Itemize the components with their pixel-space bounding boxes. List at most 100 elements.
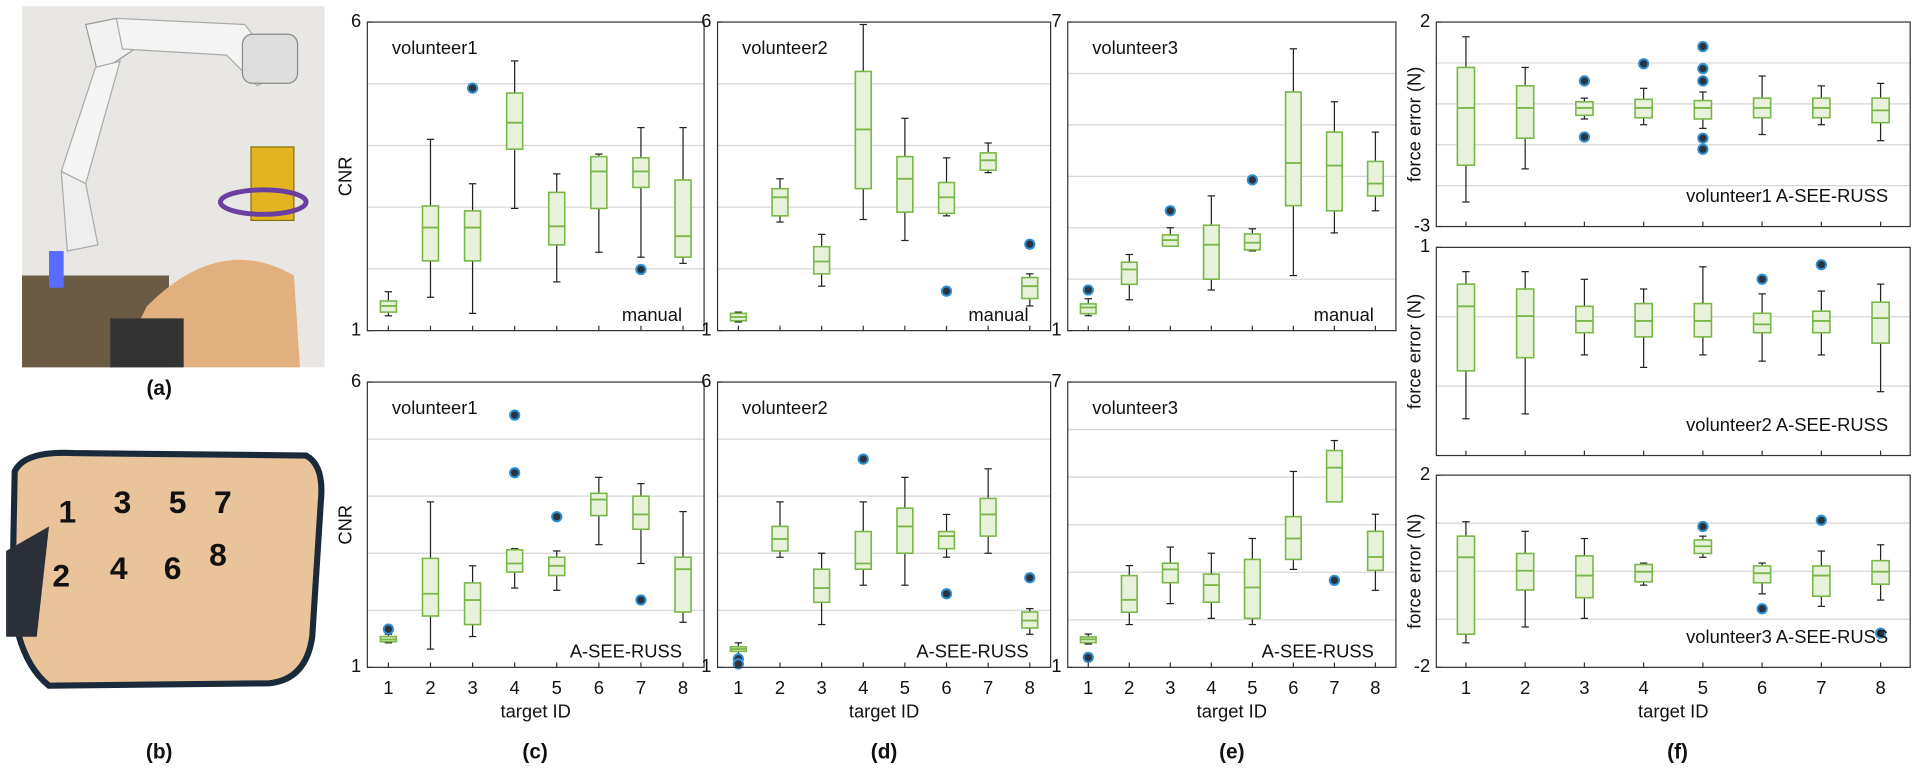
plot-frame <box>1067 21 1397 332</box>
y-tick-label: 1 <box>1051 318 1061 339</box>
outlier <box>551 511 563 523</box>
annotation: A-SEE-RUSS <box>570 641 682 662</box>
target-label: 1 <box>58 494 76 530</box>
panel-label: (d) <box>871 741 898 764</box>
outlier <box>1874 627 1887 639</box>
panel-label: (c) <box>522 741 547 764</box>
target-label: 2 <box>52 557 70 593</box>
target-label: 4 <box>110 550 128 586</box>
box <box>1456 283 1476 372</box>
x-tick-label: 2 <box>1520 677 1530 698</box>
plot-frame <box>716 381 1052 668</box>
box <box>421 557 440 617</box>
box <box>505 92 524 150</box>
x-tick-label: 6 <box>941 677 951 698</box>
box <box>1456 535 1476 635</box>
outlier <box>1328 574 1341 586</box>
outlier <box>1815 514 1827 526</box>
x-tick-label: 3 <box>1579 677 1589 698</box>
box <box>896 507 914 555</box>
box <box>1515 552 1535 591</box>
box <box>812 568 831 604</box>
chart-title: volunteer2 <box>742 397 828 418</box>
outlier <box>940 285 953 297</box>
x-tick-label: 3 <box>817 677 827 698</box>
box <box>1366 530 1384 572</box>
outlier <box>1024 238 1036 250</box>
box <box>674 556 692 613</box>
plot-area <box>717 22 1051 331</box>
outlier <box>857 453 869 465</box>
box <box>547 191 566 246</box>
annotation: manual <box>1314 304 1374 325</box>
box <box>1325 449 1343 503</box>
outlier <box>1082 284 1094 296</box>
x-tick-label: 8 <box>678 677 688 698</box>
x-axis-label: target ID <box>1638 701 1708 722</box>
plot-frame <box>366 381 705 668</box>
box <box>812 245 831 275</box>
x-tick-label: 7 <box>1816 677 1826 698</box>
plot-area <box>367 382 705 668</box>
box <box>896 155 914 213</box>
phantom-numbers: 1 3 5 7 2 4 6 8 <box>52 484 231 593</box>
outlier <box>1024 572 1036 584</box>
outlier <box>635 594 647 606</box>
outlier <box>1815 259 1827 271</box>
target-label: 3 <box>114 484 132 520</box>
x-tick-label: 7 <box>1329 677 1339 698</box>
box <box>590 155 608 210</box>
y-axis-label: force error (N) <box>1403 514 1424 629</box>
y-tick-label: 1 <box>351 318 361 339</box>
x-axis-label: target ID <box>849 701 919 722</box>
target-label: 6 <box>164 550 182 586</box>
plot-frame <box>1435 21 1911 228</box>
outlier <box>1697 520 1709 533</box>
box <box>632 157 650 189</box>
outlier <box>382 623 395 635</box>
panel-label: (e) <box>1219 741 1244 764</box>
outlier <box>1697 63 1709 75</box>
y-tick-label: 1 <box>1420 235 1430 256</box>
x-tick-label: 4 <box>1639 677 1649 698</box>
plot-frame <box>716 21 1052 332</box>
chart-title: volunteer1 <box>392 37 478 58</box>
x-tick-label: 1 <box>733 677 743 698</box>
x-tick-label: 6 <box>1288 677 1298 698</box>
outlier <box>1697 132 1709 144</box>
plot-frame <box>1435 246 1911 457</box>
y-tick-label: 7 <box>1051 10 1061 31</box>
y-tick-label: 6 <box>351 10 361 31</box>
box <box>1243 558 1261 620</box>
y-tick-label: -2 <box>1414 655 1430 676</box>
chart-title: volunteer1 <box>392 397 478 418</box>
box <box>1120 261 1138 286</box>
box <box>1752 565 1772 584</box>
x-tick-label: 2 <box>775 677 785 698</box>
box <box>674 179 692 258</box>
x-tick-label: 8 <box>1875 677 1885 698</box>
photo-phantom <box>6 449 325 689</box>
x-tick-label: 1 <box>383 677 393 698</box>
outlier <box>1164 205 1176 217</box>
x-tick-label: 8 <box>1370 677 1380 698</box>
x-tick-label: 4 <box>510 677 520 698</box>
outlier <box>1697 143 1709 155</box>
box <box>1202 224 1220 280</box>
y-tick-label: 1 <box>701 318 711 339</box>
x-tick-label: 6 <box>594 677 604 698</box>
box <box>854 530 872 571</box>
box <box>1575 555 1594 599</box>
x-tick-label: 5 <box>900 677 910 698</box>
box <box>1021 276 1039 300</box>
target-label: 5 <box>169 484 187 520</box>
y-axis-label: CNR <box>334 156 355 196</box>
outlier <box>1756 603 1768 615</box>
x-tick-label: 2 <box>425 677 435 698</box>
box <box>1634 563 1654 583</box>
y-tick-label: 6 <box>701 10 711 31</box>
x-tick-label: 3 <box>1165 677 1175 698</box>
y-tick-label: -3 <box>1414 214 1430 235</box>
